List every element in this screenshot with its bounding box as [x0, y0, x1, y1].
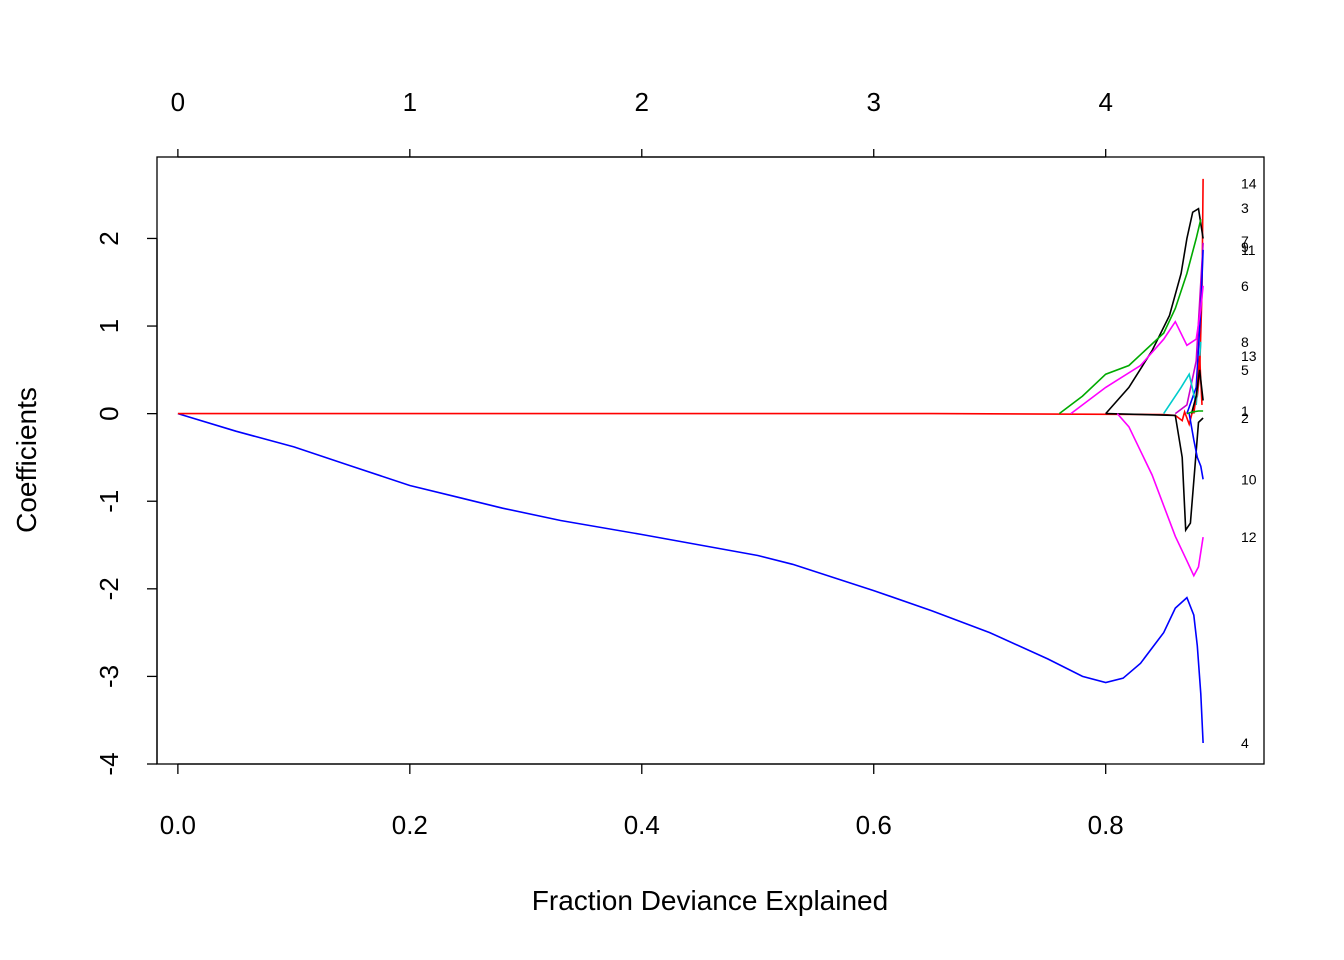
series-line-5 — [1190, 369, 1204, 414]
series-end-label-9: 9 — [1241, 239, 1249, 255]
left-axis: -4 -3 -2 -1 0 1 2 — [94, 231, 158, 776]
x-tick-label: 0.4 — [624, 810, 660, 840]
y-tick-label: 2 — [94, 231, 124, 245]
x-tick-label: 0.8 — [1088, 810, 1124, 840]
y-tick-label: -3 — [94, 665, 124, 688]
series-line-12 — [1116, 413, 1204, 578]
y-tick-label: -1 — [94, 490, 124, 513]
plot-frame — [156, 156, 1265, 765]
series-end-label-11: 11 — [1241, 242, 1256, 258]
series-end-label-5: 5 — [1241, 362, 1249, 378]
series-layer — [177, 178, 1204, 744]
x-tick-label: 0.0 — [160, 810, 196, 840]
series-end-label-13: 13 — [1241, 348, 1257, 364]
x-axis-title: Fraction Deviance Explained — [532, 885, 888, 916]
series-end-label-2: 2 — [1241, 410, 1249, 426]
series-end-label-10: 10 — [1241, 471, 1257, 487]
top-tick-label: 2 — [635, 87, 649, 117]
series-end-label-1: 1 — [1241, 403, 1249, 419]
top-tick-label: 1 — [403, 87, 417, 117]
series-line-10 — [1188, 413, 1204, 480]
series-end-label-8: 8 — [1241, 334, 1249, 350]
series-line-11 — [1186, 249, 1204, 414]
x-tick-label: 0.6 — [856, 810, 892, 840]
top-axis: 0 1 2 3 4 — [171, 87, 1113, 158]
top-tick-label: 0 — [171, 87, 185, 117]
y-tick-label: -2 — [94, 577, 124, 600]
series-line-14 — [177, 178, 1204, 427]
bottom-axis: 0.0 0.2 0.4 0.6 0.8 — [160, 763, 1124, 840]
series-end-label-6: 6 — [1241, 278, 1249, 294]
y-tick-label: 1 — [94, 319, 124, 333]
series-line-6 — [1070, 285, 1204, 415]
series-end-label-12: 12 — [1241, 529, 1257, 545]
y-tick-label: -4 — [94, 752, 124, 775]
series-line-3 — [1105, 207, 1204, 415]
x-tick-label: 0.2 — [392, 810, 428, 840]
series-line-2 — [1105, 412, 1204, 533]
top-tick-label: 3 — [867, 87, 881, 117]
y-tick-label: 0 — [94, 406, 124, 420]
top-tick-label: 4 — [1098, 87, 1112, 117]
series-end-label-3: 3 — [1241, 200, 1249, 216]
series-end-label-7: 7 — [1241, 233, 1249, 249]
series-line-4 — [177, 412, 1204, 744]
series-line-1 — [1186, 410, 1204, 415]
series-line-7 — [1058, 219, 1202, 415]
series-end-label-14: 14 — [1241, 175, 1257, 191]
y-axis-title: Coefficients — [11, 387, 42, 533]
series-end-label-4: 4 — [1241, 735, 1249, 751]
